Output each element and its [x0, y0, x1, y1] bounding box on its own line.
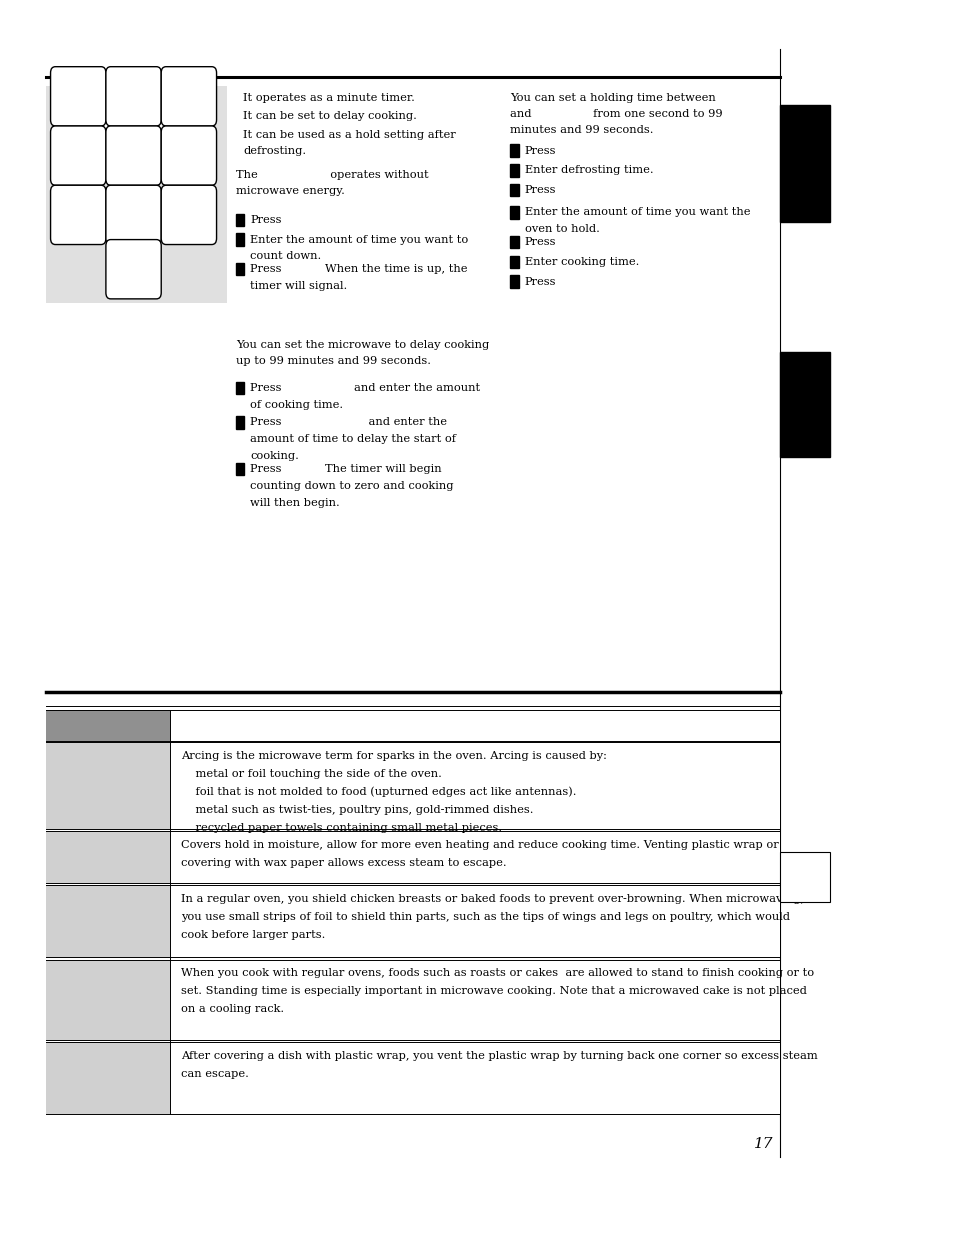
Text: oven to hold.: oven to hold.: [524, 225, 598, 235]
FancyBboxPatch shape: [51, 126, 106, 185]
Text: microwave energy.: microwave energy.: [235, 186, 344, 196]
FancyBboxPatch shape: [161, 126, 216, 185]
Bar: [780, 352, 829, 457]
Text: count down.: count down.: [250, 251, 321, 262]
Text: Enter defrosting time.: Enter defrosting time.: [524, 165, 653, 175]
Bar: [510, 275, 518, 288]
Bar: [235, 214, 244, 226]
Text: It can be set to delay cooking.: It can be set to delay cooking.: [243, 111, 416, 121]
Bar: [170, 885, 780, 957]
Bar: [46, 831, 170, 883]
Text: amount of time to delay the start of: amount of time to delay the start of: [250, 433, 456, 445]
FancyBboxPatch shape: [161, 185, 216, 245]
Bar: [510, 256, 518, 268]
Bar: [46, 960, 170, 1040]
Text: When you cook with regular ovens, foods such as roasts or cakes  are allowed to : When you cook with regular ovens, foods …: [181, 968, 814, 978]
Text: Press: Press: [524, 237, 556, 247]
Bar: [170, 960, 780, 1040]
Bar: [170, 1042, 780, 1114]
Bar: [46, 1042, 170, 1114]
Text: Enter the amount of time you want the: Enter the amount of time you want the: [524, 207, 749, 217]
Text: 17: 17: [753, 1137, 772, 1151]
Bar: [510, 164, 518, 177]
Bar: [46, 86, 227, 303]
Text: timer will signal.: timer will signal.: [250, 280, 347, 291]
Text: up to 99 minutes and 99 seconds.: up to 99 minutes and 99 seconds.: [235, 356, 430, 366]
Text: defrosting.: defrosting.: [243, 146, 306, 156]
Text: You can set the microwave to delay cooking: You can set the microwave to delay cooki…: [235, 340, 488, 350]
Text: cooking.: cooking.: [250, 451, 298, 461]
Text: In a regular oven, you shield chicken breasts or baked foods to prevent over-bro: In a regular oven, you shield chicken br…: [181, 894, 803, 904]
Text: Press: Press: [524, 146, 556, 156]
Text: Arcing is the microwave term for sparks in the oven. Arcing is caused by:: Arcing is the microwave term for sparks …: [181, 751, 606, 761]
Bar: [170, 831, 780, 883]
Text: You can set a holding time between: You can set a holding time between: [510, 93, 716, 103]
Text: Press: Press: [524, 277, 556, 287]
Bar: [235, 463, 244, 475]
Text: covering with wax paper allows excess steam to escape.: covering with wax paper allows excess st…: [181, 857, 506, 868]
Bar: [46, 710, 170, 741]
FancyBboxPatch shape: [51, 67, 106, 126]
Text: on a cooling rack.: on a cooling rack.: [181, 1004, 284, 1014]
Text: of cooking time.: of cooking time.: [250, 400, 343, 410]
Text: Press                    and enter the amount: Press and enter the amount: [250, 383, 479, 393]
Bar: [510, 236, 518, 248]
Bar: [46, 885, 170, 957]
FancyBboxPatch shape: [106, 240, 161, 299]
Text: Press            The timer will begin: Press The timer will begin: [250, 464, 441, 474]
Bar: [235, 263, 244, 275]
FancyBboxPatch shape: [106, 126, 161, 185]
FancyBboxPatch shape: [106, 185, 161, 245]
Text: Covers hold in moisture, allow for more even heating and reduce cooking time. Ve: Covers hold in moisture, allow for more …: [181, 840, 779, 850]
Text: minutes and 99 seconds.: minutes and 99 seconds.: [510, 125, 653, 135]
Text: Enter the amount of time you want to: Enter the amount of time you want to: [250, 235, 468, 245]
Bar: [170, 742, 780, 829]
Text: Enter cooking time.: Enter cooking time.: [524, 257, 639, 267]
Bar: [510, 184, 518, 196]
FancyBboxPatch shape: [106, 67, 161, 126]
Text: It can be used as a hold setting after: It can be used as a hold setting after: [243, 130, 456, 140]
Text: and                 from one second to 99: and from one second to 99: [510, 109, 722, 119]
Text: Press            When the time is up, the: Press When the time is up, the: [250, 264, 467, 274]
Bar: [235, 233, 244, 246]
Text: recycled paper towels containing small metal pieces.: recycled paper towels containing small m…: [181, 823, 502, 832]
Text: counting down to zero and cooking: counting down to zero and cooking: [250, 480, 453, 492]
Bar: [780, 852, 829, 902]
FancyBboxPatch shape: [51, 185, 106, 245]
Bar: [510, 144, 518, 157]
Text: After covering a dish with plastic wrap, you vent the plastic wrap by turning ba: After covering a dish with plastic wrap,…: [181, 1051, 817, 1061]
Bar: [235, 382, 244, 394]
Text: metal or foil touching the side of the oven.: metal or foil touching the side of the o…: [181, 768, 441, 779]
Text: It operates as a minute timer.: It operates as a minute timer.: [243, 93, 415, 103]
Bar: [170, 710, 780, 741]
Text: foil that is not molded to food (upturned edges act like antennas).: foil that is not molded to food (upturne…: [181, 787, 577, 798]
Text: metal such as twist-ties, poultry pins, gold-rimmed dishes.: metal such as twist-ties, poultry pins, …: [181, 805, 533, 815]
Text: you use small strips of foil to shield thin parts, such as the tips of wings and: you use small strips of foil to shield t…: [181, 911, 789, 923]
Text: will then begin.: will then begin.: [250, 498, 339, 508]
Bar: [780, 105, 829, 222]
Text: can escape.: can escape.: [181, 1070, 249, 1079]
Text: The                    operates without: The operates without: [235, 170, 428, 180]
Text: cook before larger parts.: cook before larger parts.: [181, 930, 325, 940]
Text: Press                        and enter the: Press and enter the: [250, 417, 446, 427]
FancyBboxPatch shape: [161, 67, 216, 126]
Bar: [510, 206, 518, 219]
Bar: [46, 742, 170, 829]
Text: Press: Press: [524, 185, 556, 195]
Bar: [235, 416, 244, 429]
Text: Press: Press: [250, 215, 281, 225]
FancyBboxPatch shape: [57, 99, 213, 178]
Text: set. Standing time is especially important in microwave cooking. Note that a mic: set. Standing time is especially importa…: [181, 986, 806, 997]
